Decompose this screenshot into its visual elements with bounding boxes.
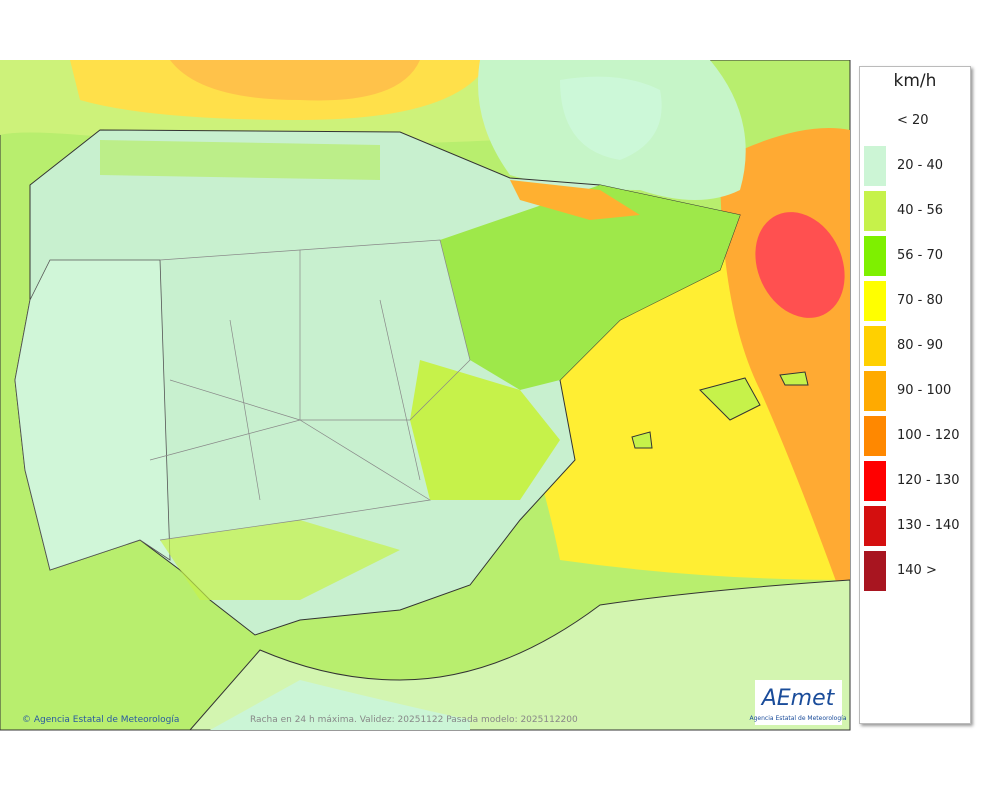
legend-label: 120 - 130 [897, 473, 960, 488]
legend-item: 40 - 56 [864, 191, 968, 231]
credit: © Agencia Estatal de Meteorología [22, 715, 179, 725]
africa-calm [210, 680, 470, 730]
legend-label: 140 > [897, 563, 937, 578]
legend-swatch [864, 326, 886, 366]
legend-label: 20 - 40 [897, 158, 944, 173]
legend-label: 90 - 100 [897, 383, 952, 398]
legend-label: 100 - 120 [897, 428, 960, 443]
border [229, 250, 421, 501]
menorca [779, 371, 809, 386]
borders [149, 239, 471, 541]
caption: Racha en 24 h máxima. Validez: 20251122 … [250, 715, 578, 725]
legend-label: 56 - 70 [897, 248, 944, 263]
legend-swatch [864, 371, 886, 411]
legend-item: 120 - 130 [864, 461, 968, 501]
legend-item: 140 > [864, 551, 968, 591]
logo-subtitle: Agencia Estatal de Meteorología [750, 715, 847, 722]
legend-swatch [864, 281, 886, 321]
pyrenees [510, 180, 640, 220]
portugal [14, 259, 171, 571]
legend-swatch [864, 461, 886, 501]
legend-swatch [864, 506, 886, 546]
legend-swatch [864, 551, 886, 591]
north-coast [100, 140, 380, 180]
france-inland [560, 76, 662, 160]
south-inland [160, 520, 400, 600]
mallorca [699, 377, 761, 421]
legend-label: 40 - 56 [897, 203, 944, 218]
legend-item: 56 - 70 [864, 236, 968, 276]
legend-item: 100 - 120 [864, 416, 968, 456]
logo-box [755, 680, 842, 725]
legend-swatch [864, 191, 886, 231]
legend-swatch [864, 146, 886, 186]
legend: km/h < 20 20 - 40 40 - 56 56 - 70 70 - 80 80 … [859, 66, 971, 724]
legend-item: 130 - 140 [864, 506, 968, 546]
border [149, 419, 431, 541]
logo-name: AEmet [760, 686, 836, 711]
legend-item: < 20 [864, 101, 968, 141]
legend-item: 20 - 40 [864, 146, 968, 186]
legend-label: 80 - 90 [897, 338, 944, 353]
ebro-windy [440, 185, 740, 390]
east-inland [410, 360, 560, 500]
sea-red [755, 212, 845, 318]
legend-item: 90 - 100 [864, 371, 968, 411]
legend-swatch [864, 416, 886, 456]
sea-north-orange [170, 60, 420, 101]
map: © Agencia Estatal de Meteorología Racha … [0, 60, 851, 731]
legend-label: 70 - 80 [897, 293, 944, 308]
legend-swatch [864, 236, 886, 276]
africa [188, 579, 851, 731]
legend-unit: km/h [893, 71, 937, 91]
ibiza [631, 431, 653, 449]
legend-item: 80 - 90 [864, 326, 968, 366]
legend-label: 130 - 140 [897, 518, 960, 533]
legend-label: < 20 [897, 113, 929, 128]
legend-item: 70 - 80 [864, 281, 968, 321]
